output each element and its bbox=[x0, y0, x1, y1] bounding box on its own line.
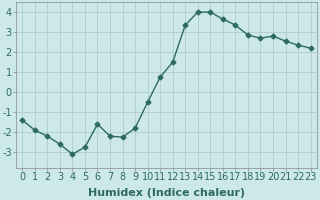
X-axis label: Humidex (Indice chaleur): Humidex (Indice chaleur) bbox=[88, 188, 245, 198]
